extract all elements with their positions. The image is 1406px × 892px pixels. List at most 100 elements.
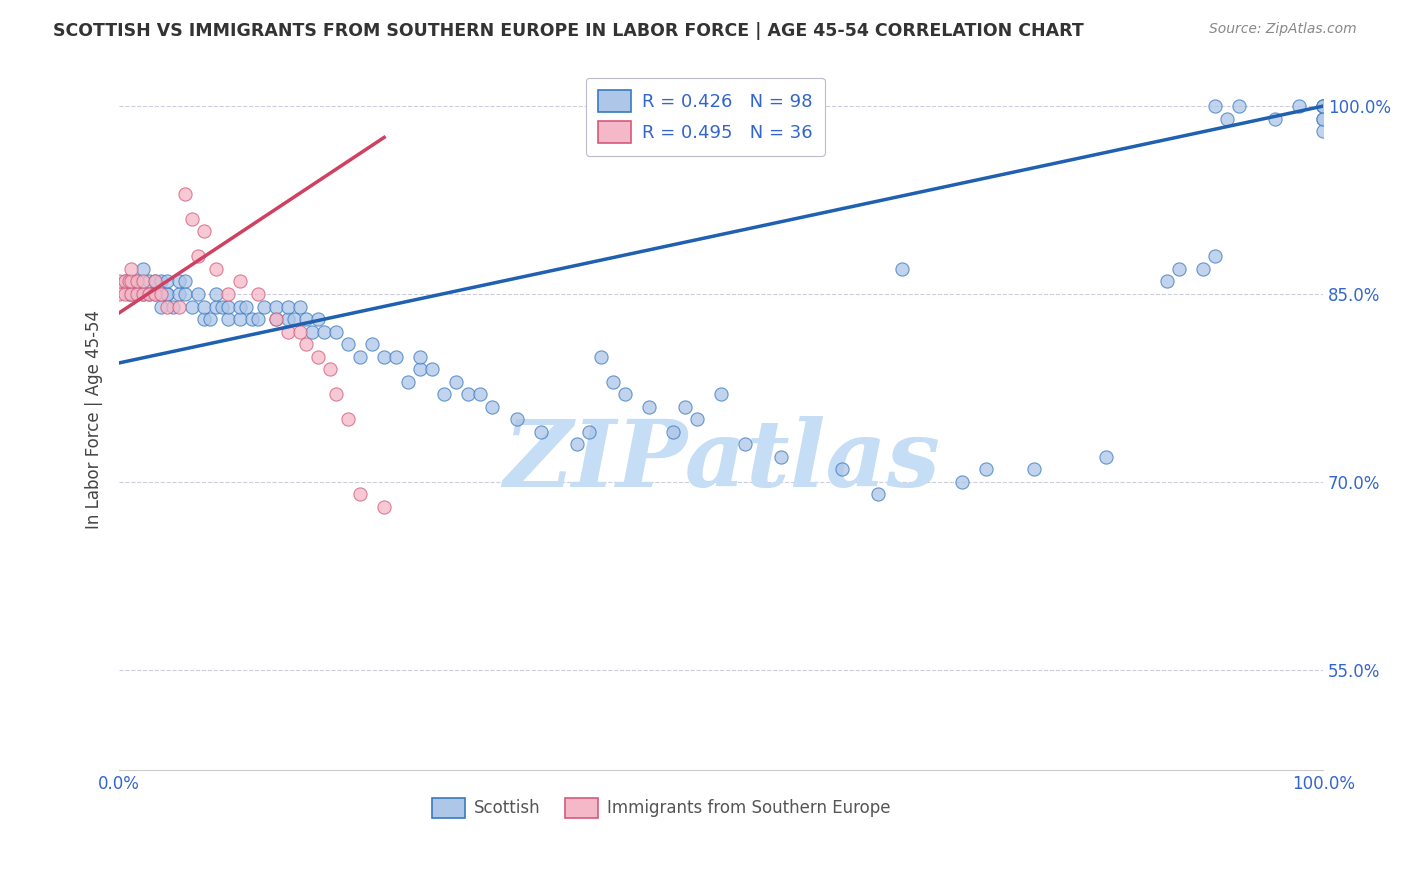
Point	[349, 350, 371, 364]
Point	[295, 312, 318, 326]
Point	[361, 337, 384, 351]
Point	[662, 425, 685, 439]
Point	[638, 400, 661, 414]
Point	[217, 300, 239, 314]
Point	[385, 350, 408, 364]
Point	[505, 412, 527, 426]
Point	[240, 312, 263, 326]
Point	[169, 275, 191, 289]
Point	[150, 275, 173, 289]
Point	[373, 500, 395, 514]
Point	[145, 287, 167, 301]
Point	[120, 275, 142, 289]
Point	[120, 262, 142, 277]
Point	[132, 262, 155, 277]
Point	[186, 287, 208, 301]
Point	[866, 487, 889, 501]
Point	[120, 287, 142, 301]
Point	[174, 287, 197, 301]
Point	[1312, 112, 1334, 126]
Point	[180, 300, 202, 314]
Point	[114, 287, 136, 301]
Point	[1216, 112, 1239, 126]
Point	[950, 475, 973, 489]
Point	[319, 362, 342, 376]
Point	[409, 362, 432, 376]
Point	[114, 275, 136, 289]
Point	[253, 300, 276, 314]
Point	[211, 300, 233, 314]
Point	[1312, 124, 1334, 138]
Point	[114, 275, 136, 289]
Point	[228, 275, 250, 289]
Point	[174, 275, 197, 289]
Point	[1312, 99, 1334, 113]
Point	[156, 287, 179, 301]
Point	[283, 312, 305, 326]
Point	[150, 300, 173, 314]
Point	[301, 325, 323, 339]
Point	[673, 400, 696, 414]
Point	[150, 287, 173, 301]
Point	[337, 412, 360, 426]
Point	[138, 287, 160, 301]
Point	[1264, 112, 1286, 126]
Point	[169, 287, 191, 301]
Point	[204, 287, 226, 301]
Point	[235, 300, 257, 314]
Point	[831, 462, 853, 476]
Point	[228, 300, 250, 314]
Point	[470, 387, 492, 401]
Point	[409, 350, 432, 364]
Point	[246, 287, 269, 301]
Point	[264, 312, 287, 326]
Point	[974, 462, 997, 476]
Point	[127, 275, 149, 289]
Point	[307, 312, 329, 326]
Point	[1312, 99, 1334, 113]
Point	[481, 400, 503, 414]
Point	[145, 275, 167, 289]
Point	[132, 287, 155, 301]
Point	[1191, 262, 1213, 277]
Point	[1095, 450, 1118, 464]
Point	[180, 211, 202, 226]
Point	[198, 312, 221, 326]
Y-axis label: In Labor Force | Age 45-54: In Labor Force | Age 45-54	[86, 310, 103, 529]
Point	[277, 312, 299, 326]
Point	[1288, 99, 1310, 113]
Point	[312, 325, 335, 339]
Point	[127, 275, 149, 289]
Point	[578, 425, 600, 439]
Point	[325, 387, 347, 401]
Point	[1167, 262, 1189, 277]
Point	[204, 262, 226, 277]
Point	[1312, 112, 1334, 126]
Point	[1312, 99, 1334, 113]
Point	[433, 387, 456, 401]
Point	[373, 350, 395, 364]
Point	[120, 275, 142, 289]
Point	[169, 300, 191, 314]
Point	[145, 275, 167, 289]
Point	[174, 186, 197, 201]
Point	[589, 350, 612, 364]
Point	[204, 300, 226, 314]
Point	[118, 287, 141, 301]
Point	[132, 287, 155, 301]
Point	[228, 312, 250, 326]
Point	[193, 300, 215, 314]
Point	[337, 337, 360, 351]
Point	[530, 425, 553, 439]
Point	[325, 325, 347, 339]
Point	[264, 312, 287, 326]
Point	[288, 300, 311, 314]
Point	[1227, 99, 1250, 113]
Point	[602, 375, 624, 389]
Point	[1024, 462, 1046, 476]
Point	[288, 325, 311, 339]
Point	[156, 287, 179, 301]
Point	[193, 224, 215, 238]
Point	[770, 450, 793, 464]
Point	[1204, 249, 1226, 263]
